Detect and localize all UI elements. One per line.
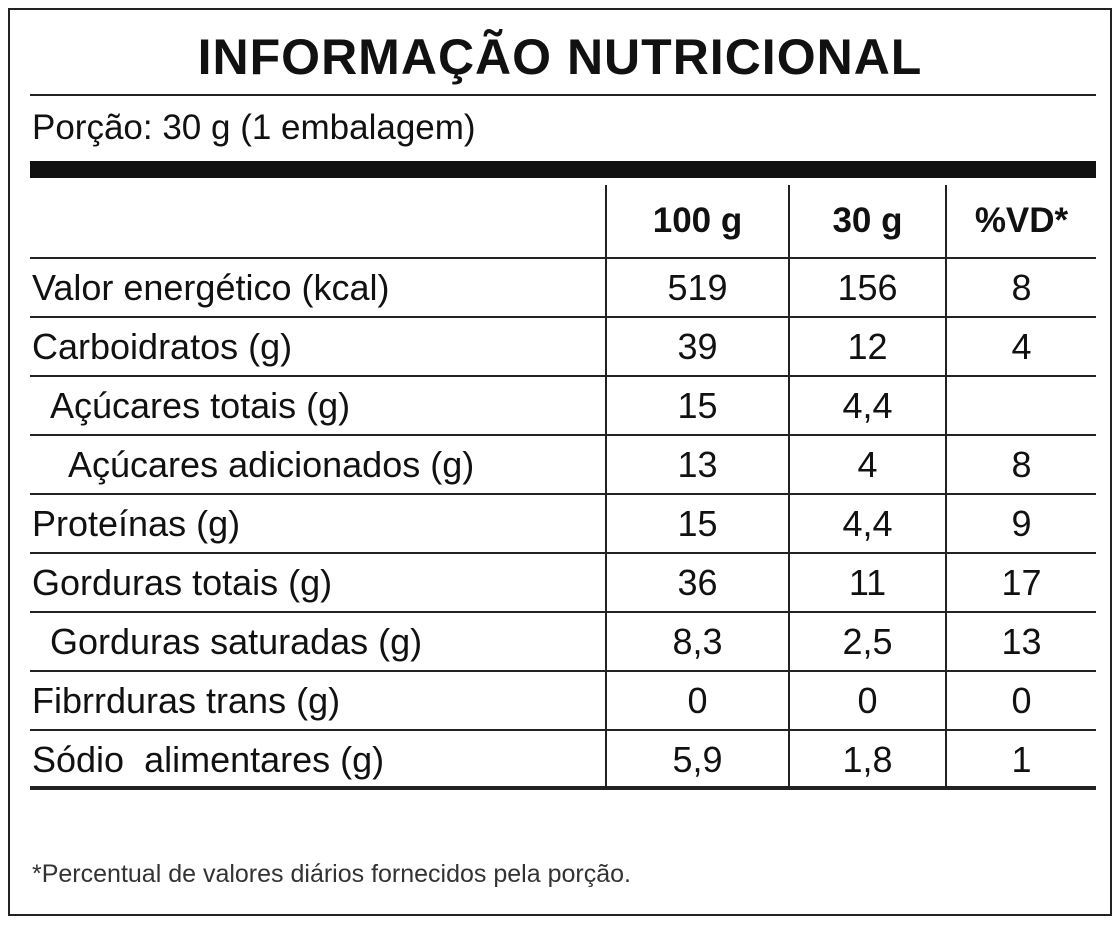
nutrient-label: Fibrrduras trans (g) (32, 680, 341, 721)
nutrient-label: Açúcares adicionados (g) (68, 444, 475, 485)
nutrient-value: 8 (945, 259, 1096, 316)
nutrient-value (945, 377, 1096, 434)
nutrient-value: 5,9 (605, 731, 788, 788)
table-row: Gorduras saturadas (g) 8,3 2,5 13 (30, 613, 1096, 672)
nutrient-value: 36 (605, 554, 788, 611)
nutrient-value: 4 (788, 436, 945, 493)
thick-rule (30, 161, 1096, 178)
nutrient-value: 1 (945, 731, 1096, 788)
title: INFORMAÇÃO NUTRICIONAL (197, 29, 923, 85)
nutrient-value: 11 (788, 554, 945, 611)
nutrient-value: 0 (788, 672, 945, 729)
column-header: 30 g (788, 185, 945, 257)
nutrient-value: 9 (945, 495, 1096, 552)
nutrient-value: 4,4 (788, 377, 945, 434)
nutrient-value: 156 (788, 259, 945, 316)
table-row: Carboidratos (g) 39 12 4 (30, 318, 1096, 377)
footnote: *Percentual de valores diários fornecido… (32, 860, 631, 888)
table-row: Açúcares totais (g) 15 4,4 (30, 377, 1096, 436)
table-row: Valor energético (kcal) 519 156 8 (30, 259, 1096, 318)
column-header: 100 g (605, 185, 788, 257)
nutrient-value: 13 (945, 613, 1096, 670)
nutrient-value: 8 (945, 436, 1096, 493)
nutrient-value: 2,5 (788, 613, 945, 670)
nutrient-label: Gorduras totais (g) (32, 562, 333, 603)
nutrient-value: 8,3 (605, 613, 788, 670)
table-row: Proteínas (g) 15 4,4 9 (30, 495, 1096, 554)
nutrient-value: 12 (788, 318, 945, 375)
nutrient-value: 13 (605, 436, 788, 493)
nutrient-value: 4 (945, 318, 1096, 375)
nutrient-label: Carboidratos (g) (32, 326, 293, 367)
nutrient-label: Açúcares totais (g) (50, 385, 351, 426)
nutrient-label: Proteínas (g) (32, 503, 241, 544)
nutrient-value: 15 (605, 377, 788, 434)
nutrient-label: Gorduras saturadas (g) (50, 621, 423, 662)
nutrient-value: 519 (605, 259, 788, 316)
nutrient-value: 1,8 (788, 731, 945, 788)
table-row: Gorduras totais (g) 36 11 17 (30, 554, 1096, 613)
nutrient-value: 4,4 (788, 495, 945, 552)
nutrient-value: 0 (945, 672, 1096, 729)
label-frame (8, 8, 1112, 916)
nutrient-label: Sódio alimentares (g) (32, 739, 385, 780)
nutrient-label: Valor energético (kcal) (32, 267, 390, 308)
nutrient-value: 17 (945, 554, 1096, 611)
rule (30, 94, 1096, 96)
nutrient-value: 39 (605, 318, 788, 375)
nutrient-value: 0 (605, 672, 788, 729)
nutrient-value: 15 (605, 495, 788, 552)
table-row: Fibrrduras trans (g) 0 0 0 (30, 672, 1096, 731)
column-header: %VD* (945, 185, 1096, 257)
table-row: Sódio alimentares (g) 5,9 1,8 1 (30, 731, 1096, 790)
header-row: 100 g 30 g %VD* (30, 185, 1096, 259)
table-row: Açúcares adicionados (g) 13 4 8 (30, 436, 1096, 495)
portion: Porção: 30 g (1 embalagem) (32, 108, 476, 147)
